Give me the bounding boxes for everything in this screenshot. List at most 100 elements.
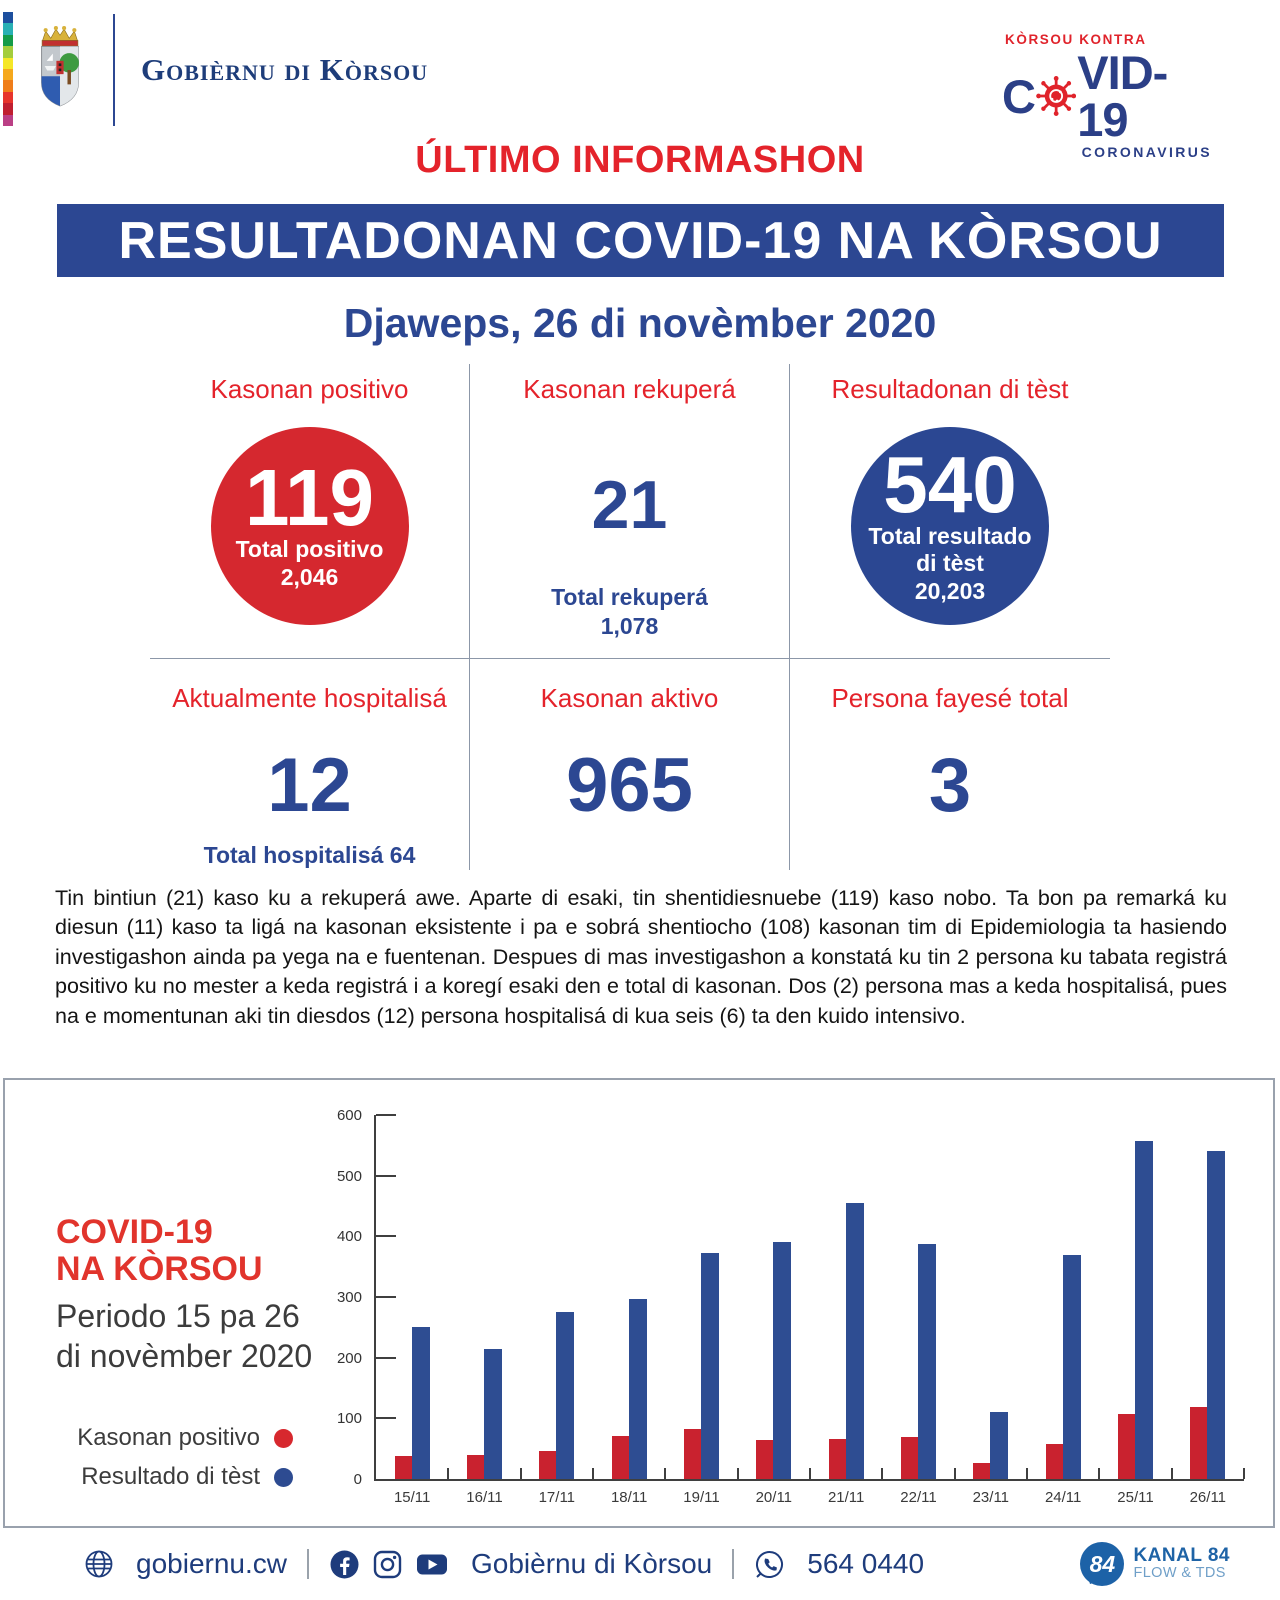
stat-value: 21 [591,467,668,543]
kanal84-name: KANAL 84 [1133,1544,1230,1566]
footer-contact-row: gobiernu.cw Go [84,1548,924,1580]
instagram-icon[interactable] [372,1549,403,1580]
y-axis-tick [376,1114,396,1116]
y-axis-label: 300 [336,1289,362,1306]
legend-label: Kasonan positivo [77,1424,260,1451]
x-axis-label: 25/11 [1117,1489,1154,1506]
x-axis-tick [809,1468,811,1479]
stat-value: 3 [928,743,972,828]
bar-positivo [1190,1406,1208,1479]
footer-separator [732,1549,735,1579]
stat-sub: Total rekuperá [551,584,708,610]
globe-icon [84,1549,114,1579]
header-divider [113,14,115,126]
coronavirus-subtitle: CORONAVIRUS [1081,144,1212,160]
stat-value: 12 [267,743,352,828]
stat-sub: 1,078 [600,612,659,639]
bar-positivo [901,1436,918,1479]
bar-test [845,1202,864,1479]
covid-wordmark-c: C [1002,69,1036,123]
stat-title: Persona fayesé total [831,683,1069,713]
flag-color-strip [3,12,13,127]
stat-title: Kasonan positivo [210,374,409,404]
stats-grid: Kasonan positivo 119 Total positivo 2,04… [150,364,1110,870]
campaign-kicker: KÒRSOU KONTRA [1005,32,1147,47]
stat-title: Kasonan rekuperá [523,374,736,404]
x-axis-tick [664,1468,667,1479]
flag-color-band [3,46,13,58]
stat-deceased: Persona fayesé total 3 [790,659,1110,870]
footer-separator [306,1549,309,1579]
stat-sub: Total positivo [235,536,384,563]
bar-test [1062,1255,1081,1479]
y-axis-tick [376,1296,396,1298]
y-axis-label: 200 [336,1349,362,1367]
stat-value: 119 [244,453,375,543]
bar-positivo [1045,1444,1063,1479]
flag-color-band [3,114,13,127]
x-axis-tick [1243,1468,1245,1479]
footer-account-name[interactable]: Gobièrnu di Kòrsou [470,1548,713,1579]
stat-test-results: Resultadonan di tèst 540 Total resultado… [790,364,1110,659]
title-banner-text: RESULTADONAN COVID-19 NA KÒRSOU [118,211,1163,270]
x-axis-tick [1098,1468,1101,1479]
x-axis-tick [881,1468,884,1479]
stat-title: Kasonan aktivo [540,683,719,713]
bar-test [990,1411,1009,1479]
y-axis-label: 600 [336,1107,362,1124]
legend-item: Kasonan positivo [63,1424,293,1452]
flag-color-band [3,34,13,47]
chart-subtitle-line1: Periodo 15 pa 26 [56,1298,300,1334]
bar-test [701,1252,719,1479]
youtube-icon[interactable] [415,1549,449,1580]
legend-label: Resultado di tèst [81,1463,260,1490]
bar-test [556,1312,575,1479]
x-axis-label: 17/11 [538,1489,576,1506]
y-axis-label: 500 [336,1167,362,1185]
y-axis-label: 400 [336,1228,362,1246]
x-axis-tick [953,1468,956,1479]
y-axis-tick [376,1174,396,1177]
x-axis-label: 24/11 [1044,1489,1082,1506]
bar-positivo [539,1450,557,1479]
bar-positivo [394,1455,412,1479]
y-axis-tick [376,1235,396,1238]
stat-subs: Total rekuperá 1,078 [551,583,708,641]
legend-item: Resultado di tèst [63,1463,293,1491]
stat-sub: di tèst [916,550,984,577]
bar-positivo [828,1438,846,1479]
bar-test [1207,1151,1226,1479]
bar-positivo [684,1428,701,1479]
footer-website[interactable]: gobiernu.cw [136,1548,287,1579]
flag-color-band [3,103,13,115]
facebook-icon[interactable] [329,1549,360,1580]
x-axis-label: 23/11 [972,1489,1010,1506]
bar-test [411,1327,430,1479]
footer-phone[interactable]: 564 0440 [807,1548,925,1579]
stat-circle-blue: 540 Total resultado di tèst 20,203 [851,427,1049,625]
kanal84-tagline: FLOW & TDS [1133,1565,1226,1582]
stat-title: Resultadonan di tèst [831,374,1069,404]
covid-wordmark: C VID-19 [1002,49,1212,143]
stat-title: Aktualmente hospitalisá [172,683,447,713]
government-brand-name: Gobièrnu di Kòrsou [141,52,429,87]
x-axis-label: 20/11 [755,1489,793,1506]
bar-test [918,1243,936,1479]
bar-test [773,1241,792,1479]
chart-panel: COVID-19 NA KÒRSOU Periodo 15 pa 26 di n… [3,1078,1275,1528]
x-axis-label: 16/11 [466,1489,503,1506]
x-axis-tick [1170,1468,1173,1479]
legend-dot [274,1467,293,1487]
bar-test [484,1348,502,1479]
kanal84-text: KANAL 84 FLOW & TDS [1133,1544,1230,1583]
whatsapp-icon[interactable] [754,1549,785,1580]
stat-circle-red: 119 Total positivo 2,046 [210,427,409,625]
stat-positive-cases: Kasonan positivo 119 Total positivo 2,04… [150,364,470,659]
x-axis-tick [1026,1468,1028,1479]
chart-title-block: COVID-19 NA KÒRSOU Periodo 15 pa 26 di n… [56,1214,312,1376]
chart-subtitle-line2: di novèmber 2020 [56,1338,313,1374]
x-axis-label: 26/11 [1189,1489,1227,1506]
x-axis-label: 18/11 [610,1489,648,1506]
stat-recovered-cases: Kasonan rekuperá 21 Total rekuperá 1,078 [470,364,790,659]
